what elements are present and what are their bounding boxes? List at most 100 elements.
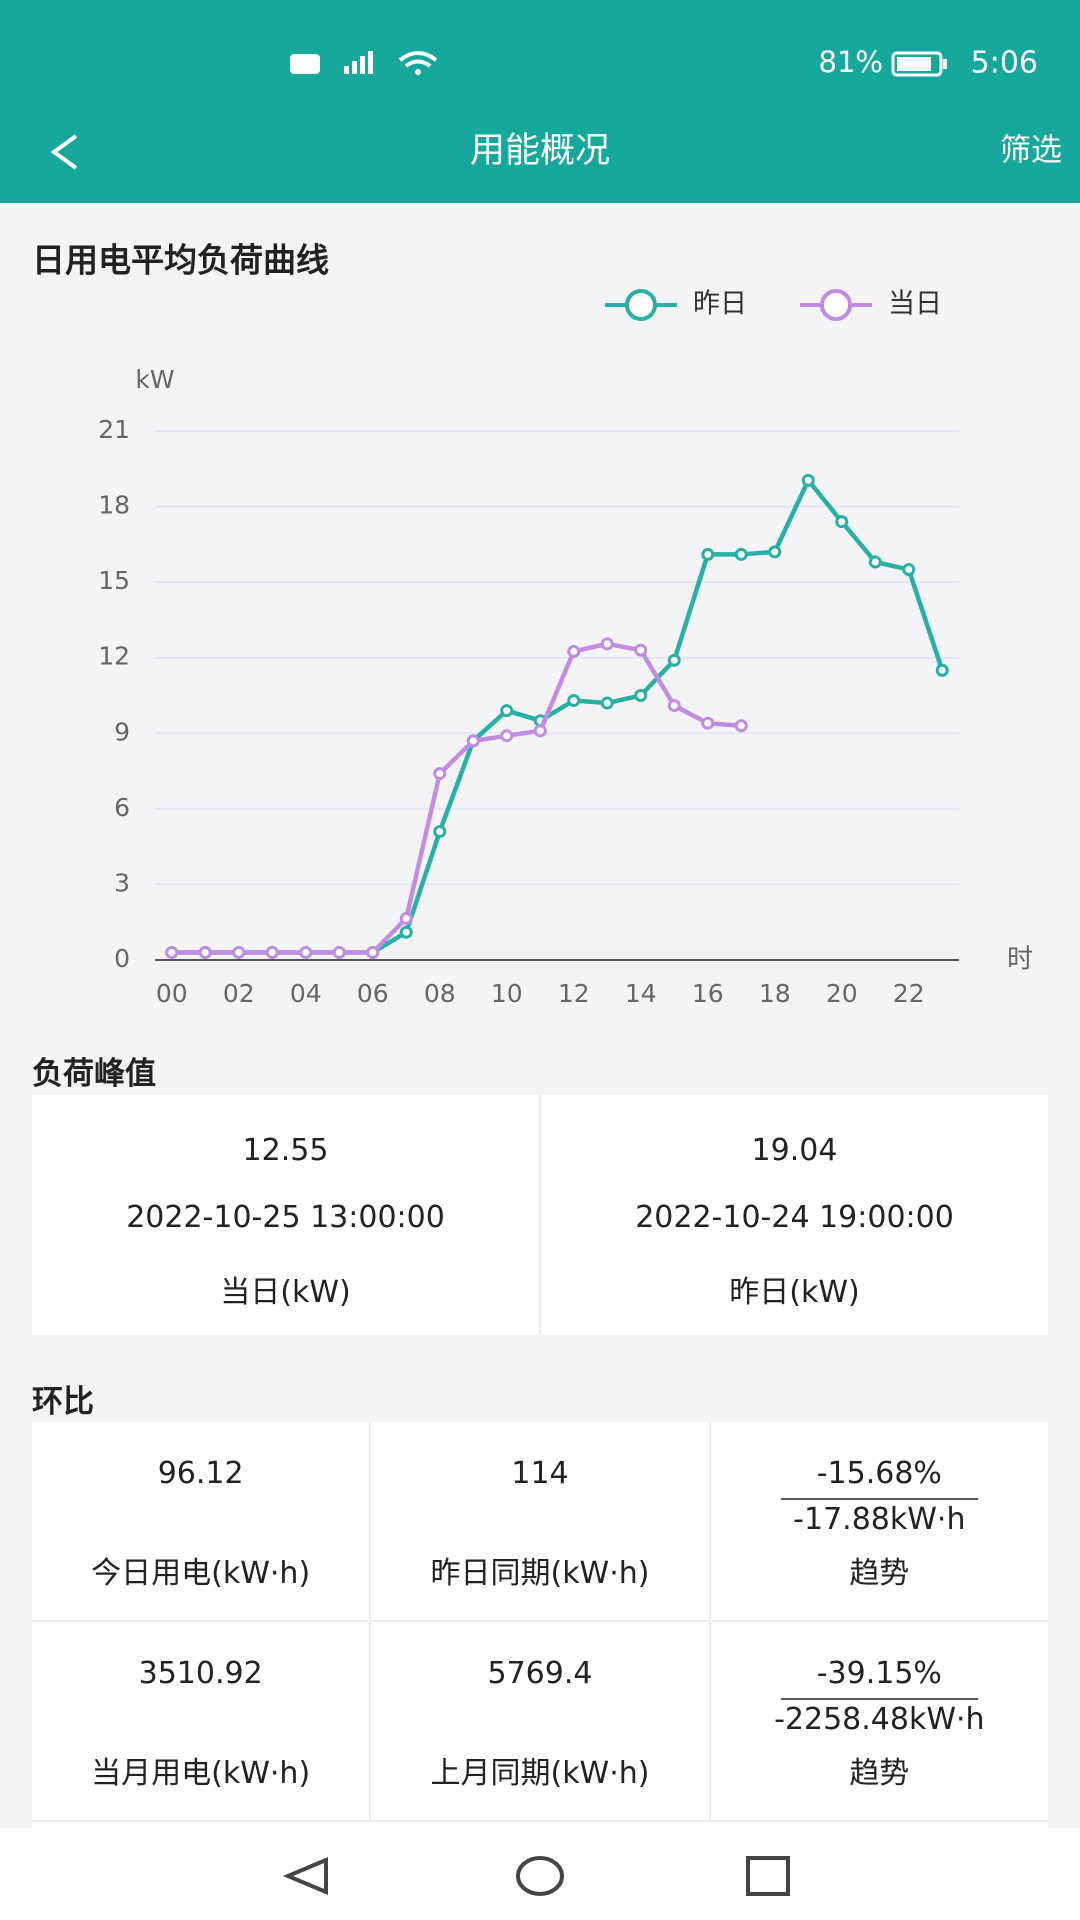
comparison-label: 今日用电(kW·h) — [91, 1556, 311, 1591]
data-point — [734, 719, 748, 733]
section-title: 环比 — [32, 1384, 94, 1420]
filter-button[interactable]: 筛选 — [1000, 133, 1062, 169]
data-point — [835, 515, 849, 529]
x-tick-label: 04 — [290, 979, 322, 1008]
comparison-cell: -15.68% -17.88kW·h 趋势 — [710, 1422, 1048, 1622]
chart-title: 日用电平均负荷曲线 — [32, 241, 329, 280]
trend-label: 趋势 — [849, 1756, 910, 1791]
trend-divider — [780, 1698, 978, 1700]
chart: 日用电平均负荷曲线 kW 时 0 3 6 9 12 15 18 21 00 02 04 06 08 10 1… — [32, 241, 1033, 1009]
trend-label: 趋势 — [849, 1556, 910, 1591]
data-point — [299, 945, 313, 959]
comparison-cell: 96.12 今日用电(kW·h) — [32, 1422, 372, 1622]
legend-label: 当日 — [888, 289, 942, 320]
x-tick-label: 10 — [491, 979, 523, 1008]
y-tick-label: 21 — [98, 415, 130, 444]
y-tick-label: 0 — [114, 944, 130, 973]
x-tick-label: 12 — [558, 979, 590, 1008]
series-line — [171, 478, 945, 955]
series-line — [171, 641, 742, 955]
trend-percent: -15.68% — [816, 1456, 942, 1491]
comparison-row: 96.12 今日用电(kW·h) 114 昨日同期(kW·h) -15.68% -17.8… — [32, 1422, 1048, 1622]
data-point — [734, 547, 748, 561]
trend-percent: -39.15% — [816, 1656, 942, 1691]
data-point — [433, 767, 447, 781]
data-point — [567, 644, 581, 658]
comparison-value: 3510.92 — [138, 1656, 263, 1691]
legend-label: 昨日 — [693, 289, 747, 320]
nav-recent[interactable] — [746, 1856, 790, 1896]
y-tick-label: 15 — [98, 566, 130, 595]
peak-time: 2022-10-25 13:00:00 — [126, 1200, 445, 1235]
peak-label: 昨日(kW) — [729, 1275, 860, 1310]
y-tick-label: 18 — [98, 491, 130, 520]
peak-value: 19.04 — [751, 1133, 838, 1168]
comparison-table: 96.12 今日用电(kW·h) 114 昨日同期(kW·h) -15.68% -17.8… — [32, 1422, 1048, 1828]
data-point — [935, 663, 949, 677]
peak-label: 当日(kW) — [220, 1275, 351, 1310]
data-point — [801, 473, 815, 487]
comparison-row: 3510.92 当月用电(kW·h) 5769.4 上月同期(kW·h) -39.15%… — [32, 1622, 1048, 1822]
x-tick-label: 00 — [156, 979, 188, 1008]
back-button[interactable] — [50, 134, 78, 170]
data-point — [868, 555, 882, 569]
data-point — [500, 729, 514, 743]
data-point — [466, 734, 480, 748]
top-bar: 81% 5:06 用能概况 筛选 — [0, 0, 1080, 203]
comparison-cell: -39.15% -2258.48kW·h 趋势 — [710, 1622, 1048, 1822]
data-point — [198, 945, 212, 959]
x-tick-label: 20 — [826, 979, 858, 1008]
data-point — [399, 925, 413, 939]
x-tick-label: 02 — [223, 979, 255, 1008]
y-tick-label: 6 — [114, 793, 130, 822]
data-point — [332, 945, 346, 959]
data-point — [165, 945, 179, 959]
comparison-value: 114 — [511, 1456, 569, 1491]
comparison-label: 上月同期(kW·h) — [430, 1756, 650, 1791]
x-tick-label: 18 — [759, 979, 791, 1008]
data-point — [701, 547, 715, 561]
peak-cell: 12.55 2022-10-25 13:00:00 当日(kW) — [32, 1095, 541, 1335]
data-point — [667, 699, 681, 713]
comparison-cell: 114 昨日同期(kW·h) — [371, 1422, 711, 1622]
data-point — [701, 716, 715, 730]
status-icons: 81% 5:06 用能概况 筛选 — [50, 45, 1062, 171]
data-point — [567, 694, 581, 708]
section-title: 负荷峰值 — [32, 1056, 156, 1092]
x-axis-label: 时 — [1007, 945, 1033, 975]
y-tick-label: 3 — [114, 868, 130, 897]
y-tick-label: 9 — [114, 717, 130, 746]
comparison-cell: 5769.4 上月同期(kW·h) — [371, 1622, 711, 1822]
peak-value: 12.55 — [242, 1133, 329, 1168]
x-tick-label: 08 — [424, 979, 456, 1008]
data-point — [600, 696, 614, 710]
peak-card: 12.55 2022-10-25 13:00:00 当日(kW) 19.04 2022-… — [32, 1095, 1048, 1335]
data-point — [399, 911, 413, 925]
nav-bar — [0, 1828, 1080, 1920]
nav-home[interactable] — [516, 1856, 564, 1896]
nav-back[interactable] — [282, 1856, 328, 1896]
battery: 81% — [819, 45, 883, 79]
y-axis-label: kW — [135, 365, 174, 394]
data-point — [366, 945, 380, 959]
peak-time: 2022-10-24 19:00:00 — [635, 1200, 954, 1235]
comparison-label: 昨日同期(kW·h) — [430, 1556, 650, 1591]
x-tick-label: 14 — [625, 979, 657, 1008]
data-point — [433, 825, 447, 839]
x-tick-label: 06 — [357, 979, 389, 1008]
comparison-cell: 3510.92 当月用电(kW·h) — [32, 1622, 372, 1822]
x-tick-label: 16 — [692, 979, 724, 1008]
x-tick-label: 22 — [893, 979, 925, 1008]
data-point — [768, 545, 782, 559]
time: 5:06 — [971, 46, 1038, 81]
trend-amount: -17.88kW·h — [793, 1502, 966, 1537]
data-point — [902, 563, 916, 577]
comparison-value: 5769.4 — [487, 1656, 593, 1691]
data-point — [634, 689, 648, 702]
data-point — [265, 945, 279, 959]
comparison-value: 96.12 — [157, 1456, 244, 1491]
data-point — [634, 643, 648, 657]
legend-marker — [820, 289, 852, 321]
comparison-label: 当月用电(kW·h) — [91, 1756, 311, 1791]
